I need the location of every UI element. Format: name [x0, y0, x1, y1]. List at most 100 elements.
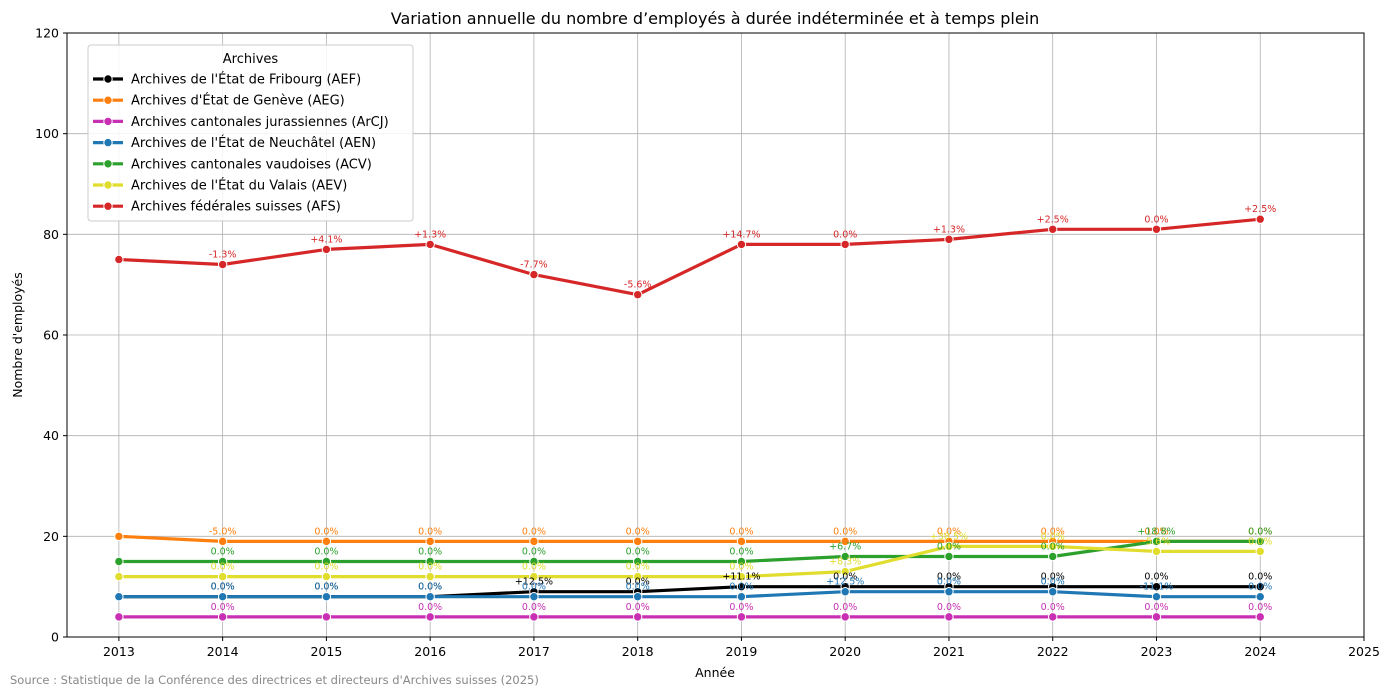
data-label: 0.0%: [1144, 214, 1168, 225]
data-label: 0.0%: [1248, 572, 1272, 583]
x-tick-label: 2025: [1348, 644, 1380, 659]
data-point: [840, 239, 850, 250]
series-3: [114, 587, 1265, 602]
data-point: [1048, 612, 1058, 622]
x-axis-title: Année: [695, 665, 735, 680]
legend-item: Archives fédérales suisses (AFS): [93, 200, 341, 215]
legend-label: Archives fédérales suisses (AFS): [131, 200, 341, 215]
data-point: [1151, 581, 1162, 592]
data-point: [944, 541, 954, 552]
data-point: [321, 612, 332, 622]
data-label: 0.0%: [418, 526, 442, 537]
data-label: 0.0%: [729, 562, 753, 573]
data-point: [944, 551, 954, 562]
data-label: 0.0%: [522, 582, 546, 593]
data-label: +8.3%: [829, 557, 861, 568]
data-label: 0.0%: [937, 572, 961, 583]
series-6-labels: -1.3% +4.1% +1.3% -7.7% -5.6% +14.7% 0.0% +1.3%…: [209, 204, 1276, 291]
data-point: [1255, 581, 1265, 592]
data-point: [217, 612, 228, 622]
legend-item: Archives de l'État du Valais (AEV): [93, 178, 347, 194]
legend-item: Archives de l'État de Neuchâtel (AEN): [93, 135, 376, 151]
data-point: [736, 556, 747, 567]
data-point: [217, 556, 228, 567]
data-label: 0.0%: [626, 526, 650, 537]
data-point: [217, 259, 228, 270]
series-lines: [114, 214, 1265, 622]
x-tick-label: 2021: [933, 644, 965, 659]
data-point: [529, 571, 539, 582]
data-point: [425, 592, 435, 602]
data-point: [632, 592, 643, 602]
data-point: [944, 587, 954, 597]
data-point: [1048, 551, 1058, 562]
data-label: +11.1%: [722, 572, 760, 583]
data-point: [217, 571, 228, 582]
data-label: +6.7%: [829, 541, 861, 552]
data-label: 0.0%: [626, 582, 650, 593]
data-point: [425, 556, 435, 567]
data-label: +38.5%: [930, 531, 968, 542]
data-label: 0.0%: [729, 526, 753, 537]
data-label: 0.0%: [314, 582, 338, 593]
series-1-labels: -5.0% 0.0% 0.0% 0.0% 0.0% 0.0% 0.0% 0.0% 0.0% 0.0…: [209, 526, 1272, 537]
data-point: [1255, 214, 1265, 224]
series-5-labels: 0.0% 0.0% 0.0% 0.0% 0.0% 0.0% +8.3%+38.5% 0.0% -…: [211, 531, 1273, 572]
data-point: [736, 239, 747, 250]
data-label: 0.0%: [1041, 602, 1065, 613]
legend-item: Archives cantonales vaudoises (ACV): [93, 157, 372, 172]
series-line: [118, 539, 1261, 564]
data-label: 0.0%: [937, 602, 961, 613]
data-label: 0.0%: [1144, 526, 1168, 537]
data-point: [425, 536, 435, 547]
legend-marker: [103, 116, 113, 127]
data-labels: 0.0% 0.0% 0.0% +12.5% 0.0% +11.1% 0.0% 0.0% 0.0%…: [209, 204, 1276, 613]
series-4: [114, 536, 1265, 567]
data-label: -7.7%: [520, 260, 548, 271]
source-note: Source : Statistique de la Conférence de…: [10, 673, 539, 687]
data-point: [321, 592, 332, 602]
data-label: 0.0%: [833, 602, 857, 613]
x-tick-label: 2023: [1141, 644, 1173, 659]
data-label: 0.0%: [626, 602, 650, 613]
x-tick-label: 2014: [207, 644, 239, 659]
data-label: 0.0%: [1248, 602, 1272, 613]
legend-title: Archives: [223, 52, 279, 67]
series-2: [114, 612, 1265, 622]
data-label: 0.0%: [314, 562, 338, 573]
data-label: +12.5%: [826, 577, 864, 588]
data-point: [321, 244, 332, 255]
data-label: +2.5%: [1244, 204, 1276, 215]
legend-label: Archives cantonales jurassiennes (ArCJ): [131, 115, 389, 130]
data-label: 0.0%: [211, 582, 235, 593]
data-point: [321, 536, 332, 547]
data-point: [1255, 546, 1265, 557]
series-3-labels: 0.0% 0.0% 0.0% 0.0% 0.0% 0.0% +12.5% 0.0% 0.0% -1…: [211, 577, 1273, 593]
series-line: [118, 544, 1261, 579]
legend-label: Archives cantonales vaudoises (ACV): [131, 157, 372, 172]
data-point: [114, 556, 124, 567]
data-point: [1048, 587, 1058, 597]
data-label: 0.0%: [418, 562, 442, 573]
data-label: 0.0%: [211, 562, 235, 573]
data-point: [1151, 546, 1162, 557]
x-tick-label: 2024: [1244, 644, 1276, 659]
data-label: 0.0%: [522, 562, 546, 573]
data-label: 0.0%: [314, 582, 338, 593]
data-label: 0.0%: [1248, 536, 1272, 547]
legend-label: Archives de l'État de Neuchâtel (AEN): [131, 135, 376, 151]
legend-marker: [103, 201, 113, 211]
data-label: 0.0%: [418, 602, 442, 613]
series-line: [118, 534, 1261, 544]
data-label: +14.7%: [722, 229, 760, 240]
data-point: [736, 571, 747, 582]
x-tick-label: 2020: [829, 644, 861, 659]
data-point: [632, 612, 643, 622]
legend-label: Archives de l'État du Valais (AEV): [131, 178, 347, 194]
data-label: 0.0%: [626, 577, 650, 588]
series-line: [118, 590, 1261, 599]
y-tick-label: 120: [35, 26, 59, 41]
data-label: +2.5%: [1037, 214, 1069, 225]
data-point: [632, 290, 643, 300]
